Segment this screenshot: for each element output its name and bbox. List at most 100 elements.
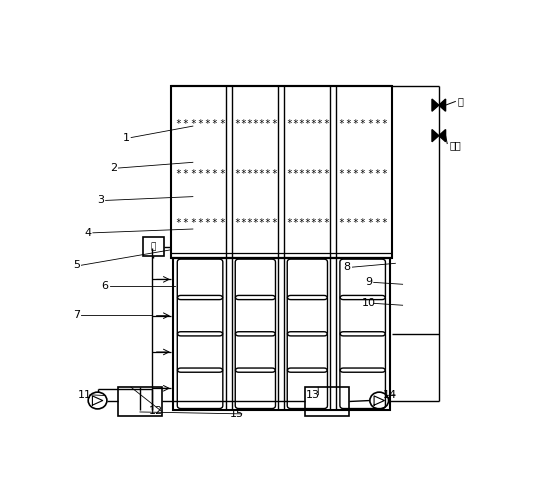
Text: *: * — [374, 119, 380, 129]
Text: *: * — [234, 119, 240, 129]
Text: *: * — [345, 169, 351, 179]
Text: *: * — [190, 119, 196, 129]
Text: *: * — [247, 218, 252, 228]
Text: *: * — [253, 169, 258, 179]
Text: *: * — [286, 119, 292, 129]
Text: *: * — [247, 119, 252, 129]
Text: *: * — [253, 119, 258, 129]
Text: 5: 5 — [73, 260, 80, 270]
Text: *: * — [176, 218, 181, 228]
Text: *: * — [311, 119, 316, 129]
Text: *: * — [382, 218, 387, 228]
Polygon shape — [432, 99, 439, 111]
Text: *: * — [197, 119, 203, 129]
Text: *: * — [197, 169, 203, 179]
Text: *: * — [292, 218, 298, 228]
Text: *: * — [311, 218, 316, 228]
Text: *: * — [323, 218, 329, 228]
Text: *: * — [234, 169, 240, 179]
Text: *: * — [292, 169, 298, 179]
Text: *: * — [204, 169, 210, 179]
Text: *: * — [197, 218, 203, 228]
Text: *: * — [305, 169, 310, 179]
Text: *: * — [338, 119, 344, 129]
Text: *: * — [183, 218, 188, 228]
Text: *: * — [259, 119, 265, 129]
Text: 7: 7 — [72, 310, 80, 320]
Text: *: * — [323, 119, 329, 129]
Text: *: * — [211, 218, 217, 228]
Text: *: * — [240, 119, 246, 129]
Text: *: * — [305, 218, 310, 228]
Text: 6: 6 — [101, 281, 108, 291]
Text: 料: 料 — [150, 242, 156, 251]
Text: *: * — [367, 169, 373, 179]
Text: *: * — [176, 169, 181, 179]
Text: *: * — [234, 218, 240, 228]
Text: *: * — [247, 169, 252, 179]
Text: 14: 14 — [383, 390, 397, 400]
Text: 12: 12 — [149, 406, 163, 416]
Text: 9: 9 — [365, 277, 372, 288]
Text: 2: 2 — [110, 163, 117, 173]
Text: *: * — [219, 218, 225, 228]
Text: *: * — [204, 119, 210, 129]
Text: *: * — [219, 169, 225, 179]
Text: *: * — [338, 169, 344, 179]
Text: *: * — [265, 119, 271, 129]
Text: *: * — [286, 218, 292, 228]
Polygon shape — [439, 99, 446, 111]
Text: *: * — [286, 169, 292, 179]
Text: *: * — [253, 218, 258, 228]
Text: *: * — [382, 119, 387, 129]
Text: 15: 15 — [229, 409, 244, 419]
Text: *: * — [360, 218, 366, 228]
Text: 11: 11 — [78, 390, 92, 400]
Text: *: * — [345, 218, 351, 228]
Text: *: * — [211, 169, 217, 179]
Text: 13: 13 — [306, 390, 320, 400]
Polygon shape — [432, 130, 439, 142]
Text: *: * — [176, 119, 181, 129]
Text: *: * — [219, 119, 225, 129]
Text: *: * — [265, 218, 271, 228]
Text: *: * — [240, 169, 246, 179]
Text: 4: 4 — [84, 228, 91, 238]
Text: *: * — [298, 169, 304, 179]
Text: *: * — [259, 218, 265, 228]
Text: *: * — [183, 119, 188, 129]
Text: *: * — [204, 218, 210, 228]
Text: *: * — [382, 169, 387, 179]
Text: *: * — [367, 119, 373, 129]
Text: *: * — [317, 119, 322, 129]
Text: *: * — [271, 119, 277, 129]
Text: *: * — [183, 169, 188, 179]
Text: *: * — [360, 119, 366, 129]
Bar — [143, 238, 164, 256]
Text: *: * — [374, 218, 380, 228]
Text: *: * — [345, 119, 351, 129]
Bar — [117, 387, 163, 416]
Text: *: * — [271, 218, 277, 228]
Text: *: * — [265, 169, 271, 179]
Text: *: * — [352, 218, 358, 228]
Text: *: * — [338, 218, 344, 228]
Text: 8: 8 — [344, 262, 351, 272]
Text: *: * — [190, 218, 196, 228]
Text: *: * — [240, 218, 246, 228]
Text: *: * — [305, 119, 310, 129]
Text: 3: 3 — [97, 196, 104, 205]
Text: 水阀: 水阀 — [450, 140, 461, 150]
Text: 水: 水 — [458, 97, 464, 106]
Text: 10: 10 — [362, 298, 376, 308]
Text: *: * — [352, 119, 358, 129]
Text: *: * — [271, 169, 277, 179]
Text: 1: 1 — [122, 133, 130, 143]
Text: *: * — [374, 169, 380, 179]
Bar — [171, 86, 392, 257]
Text: *: * — [211, 119, 217, 129]
Text: *: * — [190, 169, 196, 179]
Polygon shape — [439, 130, 446, 142]
Bar — [173, 257, 390, 410]
Text: *: * — [323, 169, 329, 179]
